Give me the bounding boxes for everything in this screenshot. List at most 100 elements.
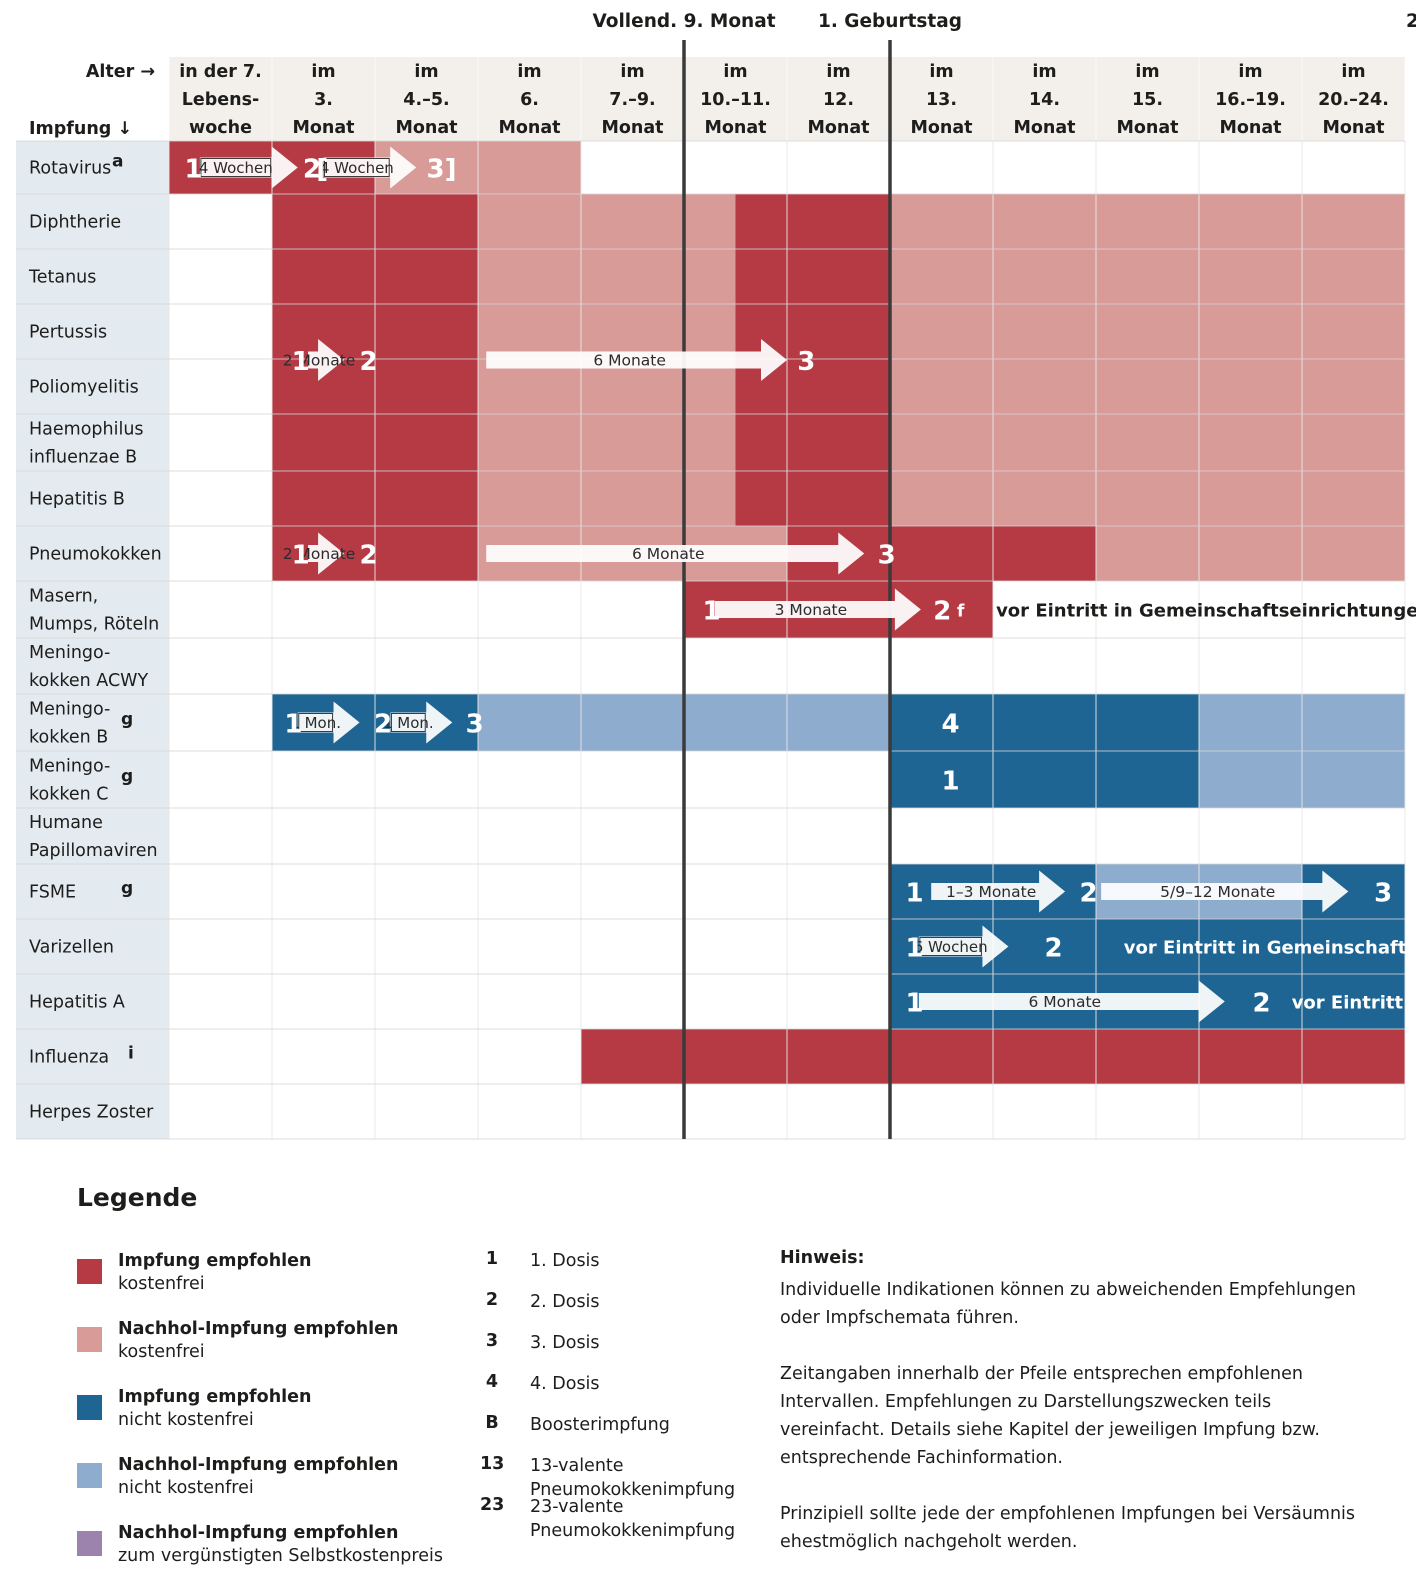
column-header: 20.–24. — [1318, 90, 1389, 110]
legend-item-title: Nachhol-Impfung empfohlen — [118, 1455, 399, 1475]
arrow-shape — [390, 701, 453, 744]
interval-arrow: 2 Monate — [283, 339, 355, 381]
arrow-interval-label: 2 Monate — [283, 545, 356, 563]
dose-number: 2 — [1253, 989, 1271, 1019]
interval-arrow: 5/9–12 Monate — [1101, 870, 1349, 913]
footnote-marker: i — [128, 1044, 134, 1064]
legend: Legende Impfung empfohlen kostenfrei Nachh… — [0, 1140, 1416, 1574]
legend-swatch — [77, 1531, 102, 1556]
dose-number: 2 — [360, 347, 378, 377]
dose-key-text: Boosterimpfung — [530, 1415, 670, 1435]
cell-note: vor Eintritt in Gemeinschafts — [1124, 938, 1416, 959]
vaccine-name: Meningo- — [29, 757, 110, 777]
recommendation-fill — [890, 194, 1405, 526]
arrow-interval-label: 6 Monate — [593, 352, 666, 370]
dose-number: 2 — [1045, 934, 1063, 964]
arrow-box — [324, 158, 390, 177]
vaccine-name: Pertussis — [29, 323, 107, 343]
interval-arrow: 3 Monate — [714, 588, 921, 631]
arrow-interval-label: 1–3 Monate — [946, 883, 1036, 901]
arrow-shape — [918, 980, 1225, 1023]
vaccine-axis-label: Impfung ↓ — [29, 119, 132, 139]
vaccine-name: FSME — [29, 883, 76, 903]
vaccination-schedule-grid: Vollend. 9. Monat 1. Geburtstag 2. Gebu Alt… — [16, 11, 1416, 1140]
vaccine-name: Papillomaviren — [29, 841, 158, 861]
row-label-background — [16, 864, 169, 919]
row-label-background — [16, 1084, 169, 1139]
column-header: im — [414, 62, 438, 82]
arrow-box — [390, 713, 426, 732]
column-header: Monat — [1322, 118, 1384, 138]
vaccine-name: Mumps, Röteln — [29, 615, 159, 635]
dose-number: [ — [316, 155, 328, 185]
legend-item-title: Nachhol-Impfung empfohlen — [118, 1319, 399, 1339]
arrow-shape — [931, 870, 1066, 913]
row-label-background — [16, 471, 169, 526]
dose-key-text: 1. Dosis — [530, 1251, 600, 1271]
vaccine-name: Tetanus — [28, 268, 96, 288]
dose-key-text: Pneumokokkenimpfung — [530, 1521, 736, 1541]
row-label-background — [16, 919, 169, 974]
legend-item-title: Impfung empfohlen — [118, 1251, 312, 1271]
arrow-shape — [486, 532, 865, 575]
interval-arrow: 6 Monate — [918, 980, 1225, 1023]
legend-item-title: Impfung empfohlen — [118, 1387, 312, 1407]
column-header: Monat — [498, 118, 560, 138]
dose-key-text: 13-valente — [530, 1456, 624, 1476]
legend-swatch — [77, 1327, 102, 1352]
column-header: im — [826, 62, 850, 82]
dose-number: 2 — [303, 155, 321, 185]
cell-note: vor Eintritt in Gemeinschaftseinrichtung… — [996, 601, 1416, 622]
dose-number: 1 — [905, 989, 923, 1019]
row-label-background — [16, 414, 169, 471]
legend-swatch — [77, 1259, 102, 1284]
footnote-marker: a — [112, 152, 123, 172]
vaccine-name: Humane — [29, 813, 103, 833]
arrow-interval-label: 1 Mon. — [290, 714, 341, 732]
note-paragraph-3: Prinzipiell sollte jede der empfohlenen … — [780, 1504, 1356, 1552]
column-header: Monat — [1013, 118, 1075, 138]
dose-number: 1 — [292, 541, 310, 571]
vaccine-name: Meningo- — [29, 700, 110, 720]
row-label-background — [16, 694, 169, 751]
legend-item-subtitle: nicht kostenfrei — [118, 1478, 254, 1498]
dose-key-text: 4. Dosis — [530, 1374, 600, 1394]
column-header: Monat — [807, 118, 869, 138]
vaccine-name: Influenza — [29, 1048, 109, 1068]
column-header: Monat — [910, 118, 972, 138]
row-label-background — [16, 194, 169, 249]
dose-key-symbol: 13 — [480, 1454, 505, 1474]
milestone-label: 2. Gebu — [1406, 11, 1416, 32]
interval-arrow: 6 Monate — [486, 532, 865, 575]
interval-arrow: 6 Monate — [486, 339, 787, 381]
arrow-interval-label: 6 Monate — [1028, 993, 1101, 1011]
column-header: im — [1032, 62, 1056, 82]
dose-key-symbol: 23 — [480, 1495, 505, 1515]
legend-item-subtitle: zum vergünstigten Selbstkostenpreis — [118, 1546, 443, 1566]
row-label-background — [16, 526, 169, 581]
dose-number: 1 — [942, 767, 960, 797]
row-label-background — [16, 638, 169, 694]
column-header: 10.–11. — [700, 90, 771, 110]
column-header: 3. — [314, 90, 333, 110]
arrow-shape — [199, 146, 298, 189]
vaccine-name: Masern, — [29, 587, 98, 607]
vaccine-name: influenzae B — [29, 448, 137, 468]
legend-title: Legende — [77, 1183, 198, 1212]
column-header: 13. — [926, 90, 957, 110]
dose-key-symbol: 2 — [485, 1290, 499, 1310]
column-header: 16.–19. — [1215, 90, 1286, 110]
arrow-interval-label: 3 Monate — [775, 601, 848, 619]
vaccine-name: Haemophilus — [29, 420, 144, 440]
note-title: Hinweis: — [780, 1248, 865, 1268]
cell-note: vor Eintritt — [1292, 993, 1404, 1014]
column-header: Lebens- — [182, 90, 260, 110]
legend-swatch — [77, 1395, 102, 1420]
vaccine-name: Hepatitis A — [29, 993, 125, 1013]
arrow-interval-label: 4 Wochen — [199, 159, 273, 177]
cell-footnote-marker: f — [957, 602, 965, 622]
arrow-interval-label: 6 Wochen — [914, 938, 988, 956]
recommendation-fill — [1096, 526, 1405, 581]
column-header: im — [1135, 62, 1159, 82]
column-header: Monat — [1219, 118, 1281, 138]
